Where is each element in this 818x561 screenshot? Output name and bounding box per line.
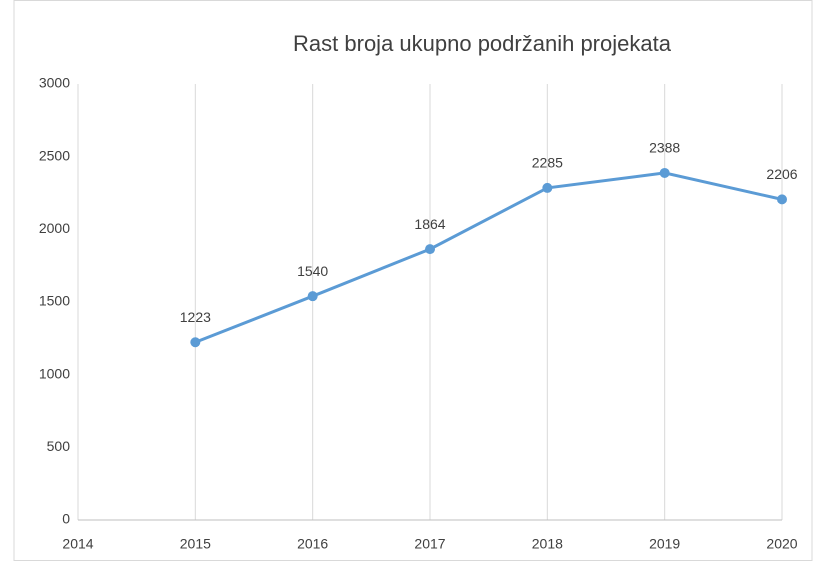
chart-title: Rast broja ukupno podržanih projekata	[293, 31, 672, 56]
y-tick-label: 3000	[39, 75, 70, 91]
data-point	[425, 244, 435, 255]
x-tick-label: 2020	[766, 536, 797, 552]
data-point	[542, 182, 553, 193]
y-tick-label: 500	[47, 438, 71, 454]
series-line	[194, 171, 783, 344]
x-tick-label: 2014	[62, 536, 93, 552]
x-tick-label: 2018	[532, 536, 563, 552]
data-label: 2285	[532, 155, 563, 171]
y-tick-label: 0	[62, 511, 70, 527]
data-point	[307, 291, 318, 302]
data-label: 2388	[649, 140, 680, 156]
chart-frame	[13, 0, 813, 561]
data-point	[777, 194, 787, 205]
data-label: 2206	[766, 166, 797, 182]
x-tick-label: 2015	[180, 536, 211, 552]
y-tick-label: 1000	[39, 365, 70, 381]
x-tick-label: 2016	[297, 536, 328, 552]
data-label: 1540	[297, 263, 328, 279]
y-tick-label: 2500	[39, 147, 70, 163]
data-label: 1223	[180, 309, 211, 325]
y-tick-label: 1500	[39, 293, 70, 309]
data-label: 1864	[414, 216, 445, 232]
data-point	[190, 337, 201, 348]
y-tick-label: 2000	[39, 220, 70, 236]
x-tick-label: 2017	[414, 536, 445, 552]
data-point	[659, 167, 670, 178]
x-tick-label: 2019	[649, 536, 680, 552]
